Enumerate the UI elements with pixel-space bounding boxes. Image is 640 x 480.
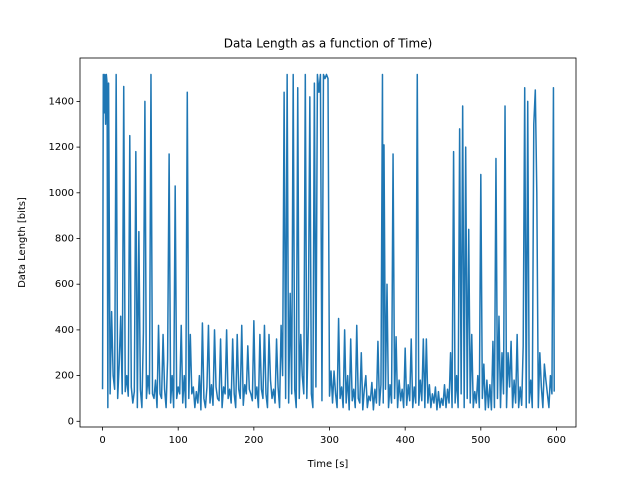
y-tick-label: 800	[55, 234, 74, 245]
y-tick-label: 1400	[49, 96, 74, 107]
chart-title: Data Length as a function of Time)	[224, 37, 433, 51]
y-tick-label: 0	[68, 416, 74, 427]
y-tick-label: 200	[55, 371, 74, 382]
y-axis-label: Data Length [bits]	[17, 197, 28, 288]
x-tick-label: 0	[99, 435, 105, 446]
data-line	[101, 73, 555, 411]
y-tick-label: 600	[55, 279, 74, 290]
x-axis-label: Time [s]	[307, 459, 349, 470]
x-tick-label: 300	[320, 435, 339, 446]
y-tick-label: 1000	[49, 188, 74, 199]
plot-area	[101, 73, 555, 411]
x-tick-label: 400	[396, 435, 415, 446]
x-tick-label: 200	[244, 435, 263, 446]
axes-frame	[79, 57, 577, 428]
x-tick-label: 600	[547, 435, 566, 446]
y-tick-label: 400	[55, 325, 74, 336]
x-tick-label: 100	[169, 435, 188, 446]
x-tick-label: 500	[471, 435, 490, 446]
y-tick-label: 1200	[49, 142, 74, 153]
